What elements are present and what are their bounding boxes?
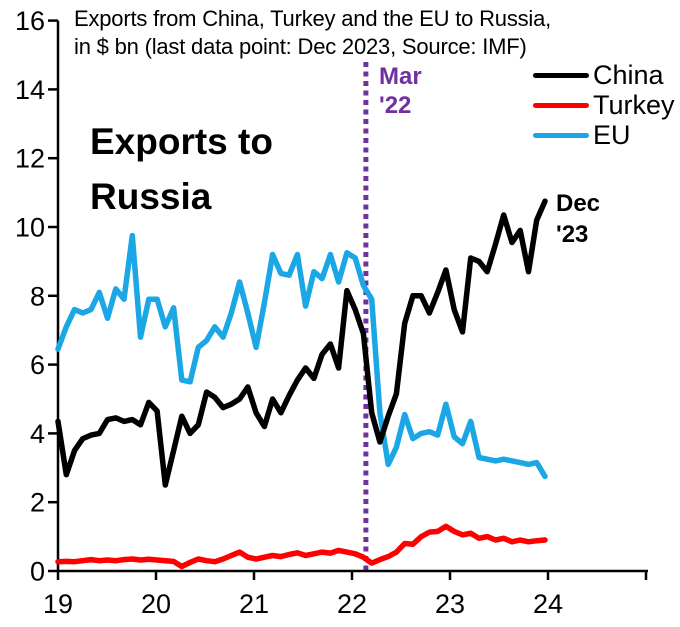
x-tick-label: 23 — [435, 589, 465, 619]
y-tick-label: 16 — [15, 6, 45, 36]
legend-label-eu: EU — [593, 120, 631, 150]
series-line-china — [55, 198, 548, 488]
event-label-line1: Mar — [379, 63, 422, 90]
y-tick-label: 4 — [30, 419, 45, 449]
x-tick-label: 21 — [239, 589, 269, 619]
exports-to-russia-line2: Russia — [90, 176, 212, 217]
chart-title: Exports from China, Turkey and the EU to… — [74, 5, 551, 61]
y-tick-label: 14 — [15, 75, 45, 105]
y-tick-label: 0 — [30, 557, 45, 587]
y-tick-label: 2 — [30, 488, 45, 518]
last-point-label-line2: '23 — [556, 221, 589, 248]
chart-title-line1: Exports from China, Turkey and the EU to… — [74, 6, 552, 31]
x-tick-label: 19 — [43, 589, 73, 619]
legend-label-china: China — [593, 60, 664, 90]
series-line-eu — [55, 232, 548, 480]
chart-title-line2: in $ bn (last data point: Dec 2023, Sour… — [74, 34, 527, 59]
event-label-mar-22: Mar '22 — [379, 62, 422, 120]
last-point-label-line1: Dec — [556, 190, 601, 217]
legend-line-china-icon — [533, 72, 589, 78]
event-label-line2: '22 — [379, 92, 412, 119]
exports-to-russia-label: Exports to Russia — [90, 114, 273, 224]
legend-line-eu-icon — [533, 132, 589, 138]
y-tick-label: 12 — [15, 144, 45, 174]
exports-to-russia-line1: Exports to — [90, 121, 273, 162]
legend: China Turkey EU — [533, 60, 675, 150]
x-tick-label: 22 — [337, 589, 367, 619]
y-tick-label: 8 — [30, 281, 45, 311]
legend-item-eu: EU — [533, 120, 675, 150]
last-point-label-dec-23: Dec '23 — [556, 188, 600, 250]
legend-item-turkey: Turkey — [533, 90, 675, 120]
legend-line-turkey-icon — [533, 102, 589, 108]
legend-item-china: China — [533, 60, 675, 90]
x-tick-label: 24 — [533, 589, 563, 619]
legend-label-turkey: Turkey — [593, 90, 675, 120]
y-tick-label: 6 — [30, 350, 45, 380]
y-tick-label: 10 — [15, 213, 45, 243]
series-line-turkey — [55, 523, 548, 570]
x-tick-label: 20 — [141, 589, 171, 619]
